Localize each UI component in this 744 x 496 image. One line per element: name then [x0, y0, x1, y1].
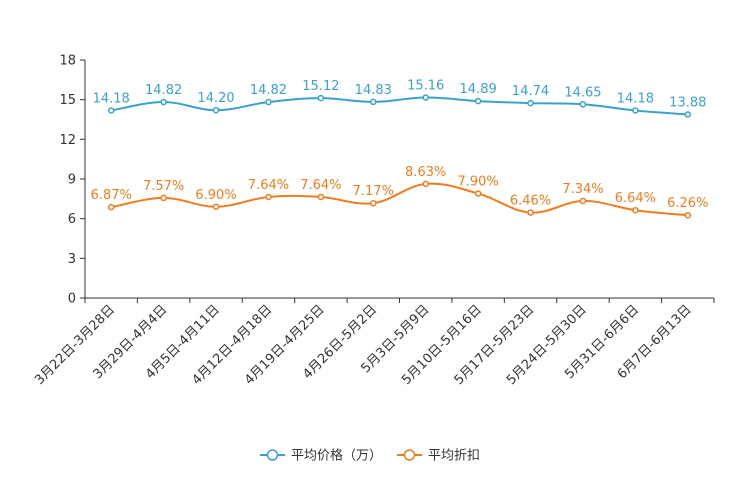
- data-label: 14.74: [512, 84, 549, 99]
- data-label: 7.90%: [457, 175, 498, 190]
- data-point: [422, 94, 429, 101]
- data-point: [474, 190, 482, 197]
- data-point: [212, 203, 220, 211]
- data-label: 8.63%: [405, 165, 446, 180]
- data-point: [160, 98, 167, 106]
- data-point: [474, 97, 482, 105]
- data-label: 15.16: [407, 79, 444, 94]
- series-line: [111, 182, 688, 217]
- data-label: 6.64%: [615, 191, 656, 206]
- data-label: 14.20: [197, 91, 234, 106]
- data-label: 14.82: [145, 83, 182, 98]
- data-point: [422, 180, 429, 188]
- data-point: [107, 107, 115, 114]
- data-label: 6.46%: [510, 194, 551, 209]
- data-label: 14.83: [355, 83, 392, 98]
- series-line: [111, 96, 688, 116]
- data-point: [265, 98, 272, 106]
- data-label: 13.88: [669, 95, 706, 110]
- series-2: 6.87% 7.57% 6.90% 7.64% 7.64% 7.17% 8.63% 7.90%…: [91, 165, 708, 219]
- y-tick-label: 0: [68, 292, 76, 307]
- data-point: [632, 206, 639, 214]
- data-label: 14.18: [93, 92, 130, 107]
- data-label: 15.12: [302, 79, 339, 94]
- legend-item-2: 平均折扣: [397, 449, 480, 464]
- data-point: [317, 94, 325, 102]
- data-label: 14.89: [460, 82, 497, 97]
- data-label: 6.26%: [667, 196, 708, 211]
- legend-marker-icon: [266, 449, 279, 461]
- y-tick-label: 12: [59, 133, 76, 148]
- data-label: 14.18: [617, 92, 654, 107]
- data-point: [632, 107, 639, 114]
- data-point: [107, 203, 115, 211]
- data-label: 14.82: [250, 83, 287, 98]
- data-point: [317, 193, 325, 201]
- data-label: 7.64%: [248, 178, 289, 193]
- data-label: 7.64%: [300, 178, 341, 193]
- data-point: [579, 197, 587, 205]
- data-point: [527, 99, 534, 107]
- axes: 0 3 6 9 12 15 18: [59, 54, 715, 307]
- data-point: [370, 98, 377, 106]
- data-point: [370, 199, 377, 207]
- data-label: 6.87%: [91, 188, 132, 203]
- data-point: [684, 211, 692, 219]
- legend-label: 平均折扣: [428, 449, 480, 464]
- y-tick-label: 6: [68, 212, 76, 227]
- legend-item-1: 平均价格（万）: [260, 448, 382, 464]
- data-point: [579, 101, 587, 108]
- data-label: 7.17%: [353, 184, 394, 199]
- data-point: [265, 193, 272, 201]
- y-tick-label: 3: [68, 252, 76, 267]
- data-label: 6.90%: [195, 188, 236, 203]
- data-point: [684, 111, 692, 118]
- data-label: 14.65: [564, 85, 601, 100]
- legend-label: 平均价格（万）: [291, 448, 382, 464]
- data-point: [160, 194, 167, 202]
- series-1: 14.18 14.82 14.20 14.82 15.12 14.83 15.16 14.89…: [93, 79, 706, 118]
- x-axis-labels: 3月22日-3月28日3月29日-4月4日4月5日-4月11日4月12日-4月1…: [32, 302, 694, 388]
- y-tick-label: 18: [59, 54, 76, 69]
- series-layer: 14.18 14.82 14.20 14.82 15.12 14.83 15.16 14.89…: [91, 79, 708, 219]
- y-tick-label: 9: [68, 173, 76, 188]
- legend: 平均价格（万） 平均折扣: [260, 448, 480, 464]
- data-label: 7.57%: [143, 179, 184, 194]
- data-point: [212, 106, 220, 114]
- legend-marker-icon: [403, 449, 416, 461]
- y-tick-label: 15: [59, 93, 76, 108]
- data-point: [527, 209, 534, 216]
- data-label: 7.34%: [562, 182, 603, 197]
